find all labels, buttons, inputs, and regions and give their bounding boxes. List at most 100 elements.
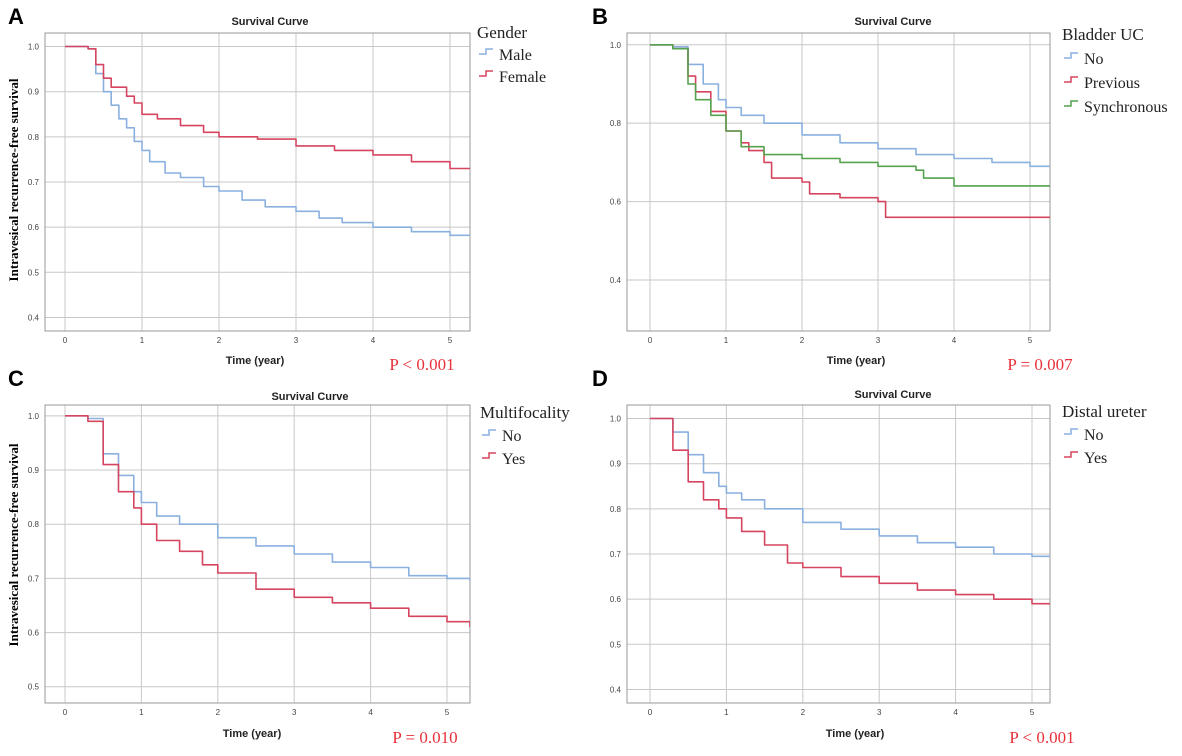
- legend-entry: No: [1084, 427, 1104, 444]
- legend-title: Bladder UC: [1062, 25, 1144, 44]
- panel-label: A: [8, 4, 24, 29]
- plot-title: Survival Curve: [854, 389, 931, 401]
- series-line-previous: [650, 44, 1050, 219]
- p-value: P < 0.001: [1009, 728, 1074, 747]
- chart-panel-A: A Survival Curve 0 1 2 3 4 5 1.0 0.9 0.8 0.7 0.6 0.5 0…: [6, 4, 546, 374]
- x-tick-label: 3: [292, 708, 297, 717]
- legend-swatch: [479, 70, 493, 77]
- x-tick-label: 5: [1028, 336, 1033, 345]
- x-tick-label: 1: [724, 336, 729, 345]
- legend-entry: Previous: [1084, 75, 1140, 92]
- y-tick-label: 0.8: [610, 505, 622, 514]
- y-tick-label: 0.7: [28, 178, 40, 187]
- y-tick-label: 0.7: [610, 550, 622, 559]
- x-tick-label: 3: [294, 336, 299, 345]
- y-tick-label: 0.4: [610, 276, 622, 285]
- y-tick-label: 0.7: [28, 574, 40, 583]
- legend-entry: No: [502, 428, 522, 445]
- legend-entry: Yes: [1084, 450, 1107, 467]
- series-line-female: [65, 45, 470, 170]
- legend-title: Multifocality: [480, 403, 570, 422]
- legend-entry: Synchronous: [1084, 99, 1168, 116]
- plot-frame: [626, 404, 1051, 704]
- legend-title: Distal ureter: [1062, 402, 1147, 421]
- series-line-no: [650, 417, 1050, 558]
- series-line-no: [65, 415, 470, 582]
- y-tick-label: 0.5: [28, 683, 40, 692]
- y-tick-label: 0.8: [610, 119, 622, 128]
- y-tick-label: 1.0: [28, 43, 40, 52]
- legend-swatch: [1064, 76, 1078, 83]
- x-tick-label: 4: [371, 336, 376, 345]
- legend-title: Gender: [477, 23, 527, 42]
- x-tick-label: 5: [448, 336, 453, 345]
- series-line-synchronous: [650, 44, 1050, 187]
- y-axis-label: Intravesical recurrence-free survival: [6, 78, 21, 281]
- x-tick-label: 0: [63, 336, 68, 345]
- p-value: P = 0.010: [392, 728, 457, 747]
- plot-title: Survival Curve: [271, 391, 348, 403]
- x-tick-label: 2: [217, 336, 222, 345]
- y-tick-label: 0.6: [28, 629, 40, 638]
- legend-entry: Male: [499, 47, 532, 64]
- p-value: P = 0.007: [1007, 355, 1073, 374]
- x-tick-label: 4: [953, 708, 958, 717]
- legend-entry: Yes: [502, 451, 525, 468]
- x-tick-label: 2: [800, 336, 805, 345]
- y-tick-label: 1.0: [610, 41, 622, 50]
- x-tick-label: 4: [368, 708, 373, 717]
- chart-panel-D: D Survival Curve 0 1 2 3 4 5 1.0 0.9 0.8 0.7 0.6 0.5 0…: [592, 366, 1147, 747]
- legend-swatch: [1064, 52, 1078, 59]
- legend-swatch: [479, 48, 493, 55]
- y-tick-label: 0.8: [28, 133, 40, 142]
- plot-frame: [44, 32, 471, 332]
- legend-swatch: [1064, 451, 1078, 458]
- y-tick-label: 0.4: [28, 313, 40, 322]
- y-tick-label: 0.9: [28, 88, 40, 97]
- panel-label: D: [592, 366, 608, 391]
- x-tick-label: 0: [63, 708, 68, 717]
- plot-frame: [44, 404, 471, 704]
- y-tick-label: 0.8: [28, 520, 40, 529]
- plot-title: Survival Curve: [854, 16, 931, 28]
- legend-swatch: [482, 429, 496, 436]
- x-tick-label: 2: [801, 708, 806, 717]
- y-tick-label: 0.6: [610, 595, 622, 604]
- x-tick-label: 0: [648, 708, 653, 717]
- x-tick-label: 3: [877, 708, 882, 717]
- p-value: P < 0.001: [389, 355, 454, 374]
- x-tick-label: 5: [445, 708, 450, 717]
- y-tick-label: 0.5: [610, 640, 622, 649]
- series-line-no: [650, 44, 1050, 168]
- y-tick-label: 1.0: [610, 415, 622, 424]
- x-tick-label: 5: [1030, 708, 1035, 717]
- x-tick-label: 1: [724, 708, 729, 717]
- panel-label: C: [8, 366, 24, 391]
- series-line-male: [65, 45, 470, 237]
- legend-swatch: [482, 452, 496, 459]
- legend-entry: No: [1084, 51, 1104, 68]
- x-tick-label: 1: [139, 708, 144, 717]
- y-tick-label: 0.6: [610, 198, 622, 207]
- y-tick-label: 0.9: [610, 460, 622, 469]
- chart-panel-B: B Survival Curve 0 1 2 3 4 5 1.0 0.8 0.6 0.4 Time (y…: [592, 4, 1168, 374]
- legend-swatch: [1064, 100, 1078, 107]
- y-tick-label: 1.0: [28, 412, 40, 421]
- series-line-yes: [65, 415, 470, 628]
- y-tick-label: 0.4: [610, 685, 622, 694]
- x-axis-label: Time (year): [826, 728, 885, 740]
- legend-entry: Female: [499, 69, 546, 86]
- y-axis-label: Intravesical recurrence-free survival: [6, 443, 21, 646]
- series-line-yes: [650, 417, 1050, 605]
- x-tick-label: 4: [952, 336, 957, 345]
- y-tick-label: 0.9: [28, 466, 40, 475]
- plot-title: Survival Curve: [231, 16, 308, 28]
- chart-panel-C: C Survival Curve 0 1 2 3 4 5 1.0 0.9 0.8 0.7 0.6 0.5 T…: [6, 366, 570, 747]
- x-tick-label: 2: [216, 708, 221, 717]
- x-tick-label: 0: [648, 336, 653, 345]
- y-tick-label: 0.5: [28, 268, 40, 277]
- plot-frame: [626, 32, 1051, 332]
- x-tick-label: 3: [876, 336, 881, 345]
- y-tick-label: 0.6: [28, 223, 40, 232]
